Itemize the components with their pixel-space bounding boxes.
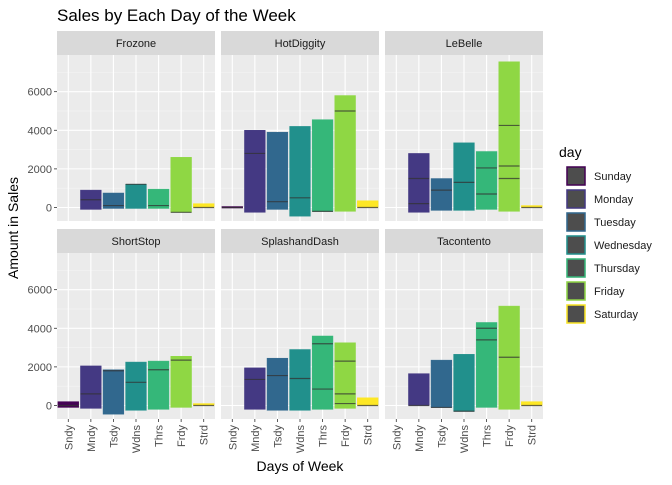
x-tick-label: Tsdy	[108, 425, 120, 448]
box-mndy	[408, 153, 430, 213]
legend-key	[566, 235, 586, 255]
box-tsdy	[430, 178, 453, 211]
box-wdns	[289, 126, 311, 217]
legend-label: Monday	[594, 194, 634, 206]
facet-strip-label: SplashandDash	[261, 236, 339, 248]
box-thrs	[475, 151, 498, 210]
x-tick-label: Tsdy	[436, 425, 448, 448]
legend-key	[566, 304, 586, 324]
box-frdy	[498, 61, 520, 212]
facet-strip	[57, 229, 215, 253]
facet-strip	[221, 31, 379, 55]
x-axis-label: Days of Week	[257, 458, 345, 474]
x-tick-label: Sndy	[391, 425, 403, 451]
x-tick-label: Mndy	[86, 425, 98, 452]
legend-key	[566, 281, 586, 301]
legend-title: day	[559, 144, 582, 160]
x-tick-label: Wdns	[459, 425, 471, 454]
x-tick-label: Strd	[527, 425, 539, 445]
legend-label: Thursday	[594, 263, 640, 275]
x-tick-label: Strd	[363, 425, 375, 445]
y-tick-label: 6000	[28, 285, 52, 297]
legend: day Sunday Monday Tuesday Wednesday Thursday…	[559, 144, 652, 324]
box-strd	[357, 200, 379, 208]
y-tick-label: 6000	[28, 87, 52, 99]
box-wdns	[125, 184, 147, 209]
y-tick-label: 4000	[28, 323, 52, 335]
x-tick-label: Mndy	[250, 425, 262, 452]
x-tick-label: Strd	[199, 425, 211, 445]
facet-strip-label: LeBelle	[446, 38, 483, 50]
facet-panels: Frozone 0 2000 4000 6000 HotDiggity LeBelle Sho…	[28, 31, 543, 453]
legend-key	[566, 212, 586, 232]
chart-title: Sales by Each Day of the Week	[57, 6, 296, 25]
x-tick-label: Sndy	[227, 425, 239, 451]
x-tick-label: Frdy	[176, 425, 188, 448]
y-tick-label: 0	[46, 400, 52, 412]
box-wdns	[289, 349, 311, 411]
facet-strip	[57, 31, 215, 55]
box-thrs	[475, 322, 498, 408]
y-tick-label: 0	[46, 202, 52, 214]
box-tsdy	[102, 192, 125, 209]
facet-strip-label: Tacontento	[437, 236, 491, 248]
box-thrs	[147, 188, 170, 209]
x-tick-label: Mndy	[414, 425, 426, 452]
box-mndy	[408, 373, 430, 406]
legend-key	[566, 189, 586, 209]
x-tick-label: Sndy	[63, 425, 75, 451]
x-tick-label: Tsdy	[272, 425, 284, 448]
facet-strip	[385, 31, 543, 55]
facet-strip-label: HotDiggity	[275, 38, 326, 50]
box-mndy	[244, 367, 266, 410]
x-tick-label: Thrs	[318, 425, 330, 448]
box-strd	[357, 397, 379, 406]
x-tick-label: Wdns	[295, 425, 307, 454]
y-tick-label: 2000	[28, 362, 52, 374]
x-tick-label: Thrs	[154, 425, 166, 448]
box-tsdy	[266, 357, 289, 411]
box-tsdy	[102, 369, 125, 415]
box-frdy	[170, 356, 192, 408]
y-tick-label: 4000	[28, 125, 52, 137]
x-tick-label: Wdns	[131, 425, 143, 454]
box-thrs	[311, 335, 334, 410]
x-tick-label: Thrs	[482, 424, 494, 447]
box-thrs	[311, 119, 334, 212]
box-wdns	[125, 361, 147, 411]
box-tsdy	[266, 131, 289, 210]
facet-strip-label: Frozone	[116, 38, 156, 50]
box-frdy	[170, 157, 192, 213]
box-thrs	[147, 360, 170, 410]
x-tick-label: Frdy	[340, 425, 352, 448]
box-tsdy	[430, 359, 453, 408]
legend-label: Friday	[594, 286, 625, 298]
box-frdy	[334, 95, 356, 212]
legend-label: Tuesday	[594, 217, 636, 229]
facet-strip-label: ShortStop	[112, 236, 161, 248]
box-sndy	[57, 401, 79, 408]
legend-key	[566, 166, 586, 186]
box-mndy	[80, 365, 102, 409]
box-wdns	[453, 354, 475, 412]
facet-strip	[221, 229, 379, 253]
y-tick-label: 2000	[28, 164, 52, 176]
box-frdy	[334, 342, 356, 409]
legend-label: Sunday	[594, 171, 632, 183]
legend-key	[566, 258, 586, 278]
y-axis-label: Amount in Sales	[5, 177, 21, 279]
facet-strip	[385, 229, 543, 253]
box-mndy	[244, 130, 266, 213]
x-tick-label: Frdy	[504, 425, 516, 448]
box-wdns	[453, 142, 475, 211]
legend-label: Saturday	[594, 309, 639, 321]
legend-label: Wednesday	[594, 240, 652, 252]
